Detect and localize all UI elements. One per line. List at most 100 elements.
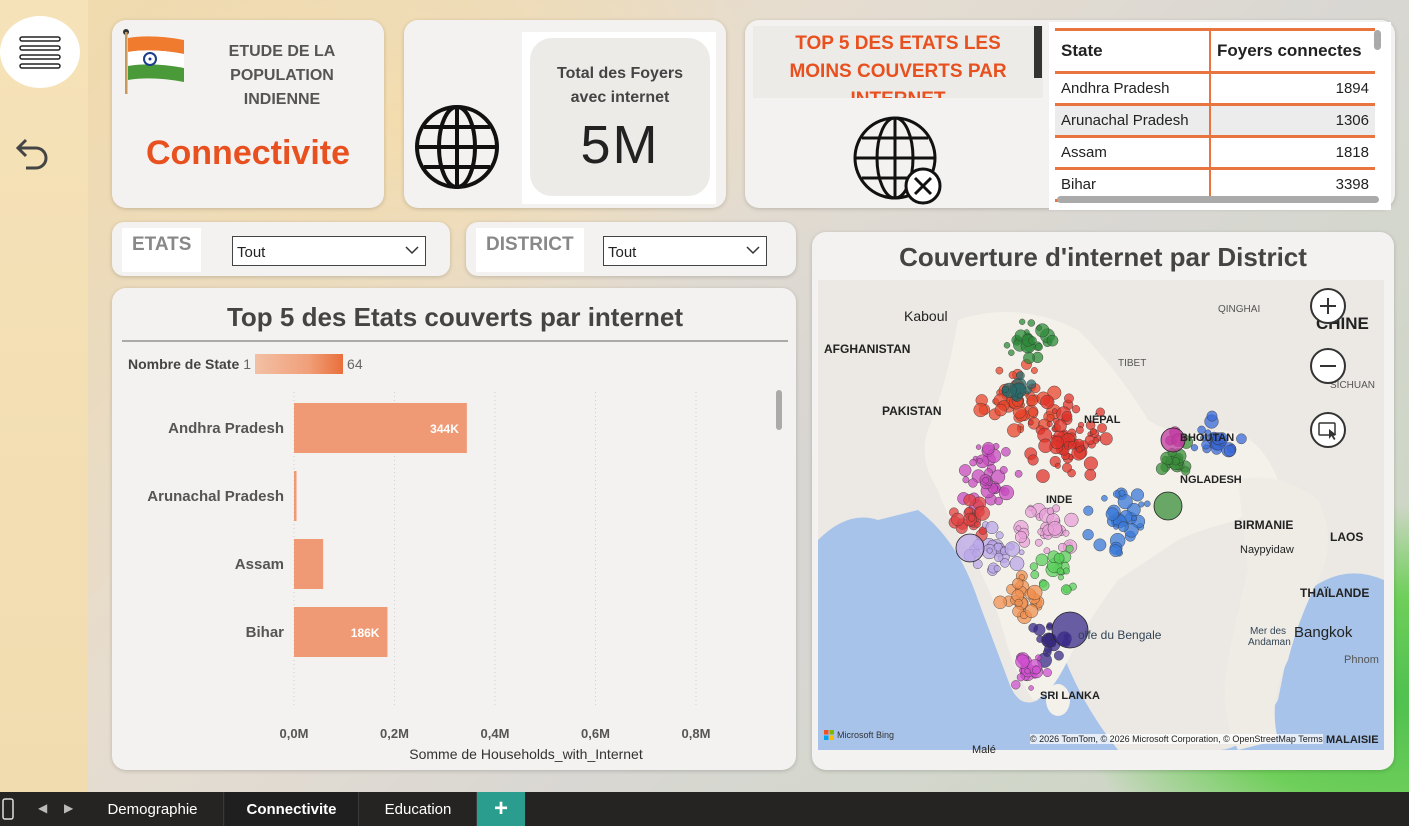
tab-education[interactable]: Education	[360, 792, 477, 826]
district-bubble[interactable]	[1026, 379, 1037, 389]
district-bubble[interactable]	[1035, 323, 1050, 338]
district-bubble[interactable]	[1057, 574, 1064, 581]
district-bubble[interactable]	[1084, 469, 1097, 481]
bar[interactable]	[294, 539, 324, 589]
district-bubble[interactable]	[1011, 680, 1021, 690]
district-bubble[interactable]	[955, 533, 985, 563]
district-bubble[interactable]	[1001, 447, 1011, 457]
bar[interactable]	[294, 471, 297, 521]
district-bubble[interactable]	[1181, 466, 1191, 476]
district-bubble[interactable]	[1109, 544, 1122, 558]
district-bubble[interactable]	[982, 476, 989, 484]
district-bubble[interactable]	[1028, 685, 1034, 691]
district-bubble[interactable]	[1131, 515, 1137, 521]
district-bubble[interactable]	[1002, 385, 1010, 393]
district-bubble[interactable]	[1046, 507, 1055, 515]
district-bubble[interactable]	[1038, 438, 1053, 454]
district-bubble[interactable]	[1027, 319, 1036, 327]
district-bubble[interactable]	[1038, 580, 1050, 591]
district-bubble[interactable]	[973, 402, 988, 418]
district-bubble[interactable]	[1004, 541, 1020, 557]
district-bubble[interactable]	[982, 441, 995, 455]
district-bubble[interactable]	[1197, 425, 1206, 435]
chart-scrollbar[interactable]	[776, 390, 782, 430]
district-bubble[interactable]	[1007, 423, 1022, 438]
district-bubble[interactable]	[1003, 342, 1011, 349]
table-row[interactable]: Andhra Pradesh 1894	[1055, 74, 1375, 106]
district-bubble[interactable]	[1089, 428, 1097, 435]
district-bubble[interactable]	[1095, 407, 1105, 417]
district-bubble[interactable]	[998, 485, 1015, 501]
zoom-in-button[interactable]	[1310, 288, 1346, 324]
district-bubble[interactable]	[1082, 529, 1094, 541]
district-bubble[interactable]	[950, 512, 965, 527]
district-bubble[interactable]	[1045, 635, 1052, 642]
district-bubble[interactable]	[1075, 426, 1084, 434]
table-row[interactable]: Arunachal Pradesh 1306	[1055, 106, 1375, 138]
district-bubble[interactable]	[1054, 462, 1061, 469]
district-bubble[interactable]	[1062, 529, 1070, 537]
district-bubble[interactable]	[958, 464, 972, 477]
table-horizontal-scrollbar[interactable]	[1057, 196, 1379, 203]
district-bubble[interactable]	[1092, 437, 1100, 444]
district-bubble[interactable]	[1105, 507, 1119, 521]
district-bubble[interactable]	[1160, 427, 1186, 453]
district-bubble[interactable]	[1036, 469, 1050, 483]
table-row[interactable]: Assam 1818	[1055, 138, 1375, 170]
district-bubble[interactable]	[1071, 405, 1081, 414]
district-bubble[interactable]	[994, 552, 1004, 563]
zoom-out-button[interactable]	[1310, 348, 1346, 384]
district-bubble[interactable]	[1053, 650, 1064, 661]
district-bubble[interactable]	[993, 595, 1007, 609]
tab-next-arrow-icon[interactable]: ▶	[64, 801, 74, 815]
district-bubble[interactable]	[1008, 370, 1017, 379]
district-bubble[interactable]	[1153, 491, 1183, 521]
district-bubble[interactable]	[1047, 521, 1063, 536]
bar[interactable]	[294, 403, 467, 453]
district-bubble[interactable]	[1144, 500, 1151, 508]
district-bubble[interactable]	[1101, 495, 1108, 502]
district-bubble[interactable]	[1051, 408, 1058, 414]
district-bubble[interactable]	[975, 444, 982, 450]
district-bubble[interactable]	[1018, 549, 1025, 556]
district-bubble[interactable]	[1050, 435, 1064, 450]
district-bubble[interactable]	[1027, 419, 1034, 426]
district-bubble[interactable]	[1027, 407, 1038, 417]
district-bubble[interactable]	[1012, 578, 1024, 590]
district-bubble[interactable]	[1000, 558, 1010, 568]
district-bubble[interactable]	[993, 542, 1003, 552]
district-bubble[interactable]	[1030, 570, 1040, 580]
district-bubble[interactable]	[1015, 525, 1022, 532]
district-bubble[interactable]	[1014, 469, 1023, 478]
etats-dropdown[interactable]: Tout	[232, 236, 426, 266]
district-bubble[interactable]	[1118, 489, 1126, 497]
district-bubble[interactable]	[1083, 456, 1098, 471]
district-bubble[interactable]	[1026, 394, 1039, 407]
district-bubble[interactable]	[1097, 423, 1107, 433]
district-bubble[interactable]	[1131, 488, 1145, 502]
back-arrow-icon[interactable]	[10, 134, 50, 174]
district-bubble[interactable]	[1040, 394, 1055, 410]
district-bubble[interactable]	[1113, 524, 1119, 530]
district-bubble[interactable]	[1053, 419, 1067, 433]
district-bubble[interactable]	[1093, 538, 1107, 552]
district-bubble[interactable]	[1019, 318, 1026, 325]
district-bubble[interactable]	[1014, 598, 1023, 607]
district-bubble[interactable]	[1023, 352, 1036, 364]
district-bubble[interactable]	[1236, 433, 1247, 445]
district-bubble[interactable]	[1017, 392, 1024, 399]
title-scrollbar[interactable]	[1034, 26, 1042, 78]
district-bubble[interactable]	[1191, 444, 1199, 452]
district-bubble[interactable]	[1060, 584, 1072, 596]
district-bubble[interactable]	[1043, 547, 1051, 555]
district-bubble[interactable]	[1206, 410, 1218, 422]
district-bubble[interactable]	[974, 505, 990, 521]
district-bubble[interactable]	[1028, 336, 1037, 345]
district-bubble[interactable]	[1065, 544, 1074, 553]
district-bubble[interactable]	[985, 521, 999, 535]
district-bubble[interactable]	[1062, 462, 1072, 473]
district-bubble[interactable]	[1015, 654, 1030, 669]
district-bubble[interactable]	[1033, 623, 1046, 636]
district-bubble[interactable]	[1035, 553, 1049, 566]
district-bubble[interactable]	[994, 403, 1008, 417]
